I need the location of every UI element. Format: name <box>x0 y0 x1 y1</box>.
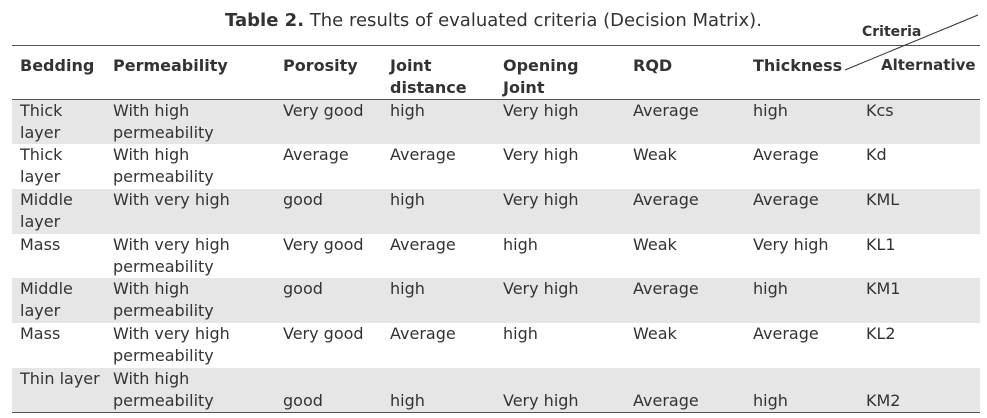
table-cell: Average <box>753 323 819 343</box>
table-cell: high <box>745 99 858 145</box>
column-header: Porosity <box>275 45 382 100</box>
table-row: Thick layer With high permeability Average… <box>12 144 980 189</box>
table-cell: Average <box>753 145 819 165</box>
table-cell: Very high <box>495 99 625 145</box>
table-cell: Average <box>745 188 858 234</box>
table-cell: Very high <box>503 145 579 165</box>
criteria-label: Criteria <box>862 24 922 40</box>
table-cell: good <box>275 367 382 413</box>
table-cell: Very high <box>495 278 625 323</box>
table-cell: With high permeability <box>113 145 214 187</box>
column-header: Bedding <box>12 45 105 100</box>
table-cell: high <box>745 278 858 323</box>
table-cell: Very high <box>495 367 625 413</box>
table-cell: Kcs <box>858 99 980 145</box>
table-cell: Average <box>283 145 349 165</box>
header-row: Bedding Permeability Porosity Joint distanc… <box>12 45 980 100</box>
table-cell: With high permeability <box>105 278 275 323</box>
table-title: Table 2. The results of evaluated criter… <box>0 10 987 31</box>
table-cell: good <box>275 188 382 234</box>
table-cell: Mass <box>20 323 61 343</box>
table-cell: With very high <box>105 188 275 234</box>
diagonal-line <box>844 14 979 71</box>
table-cell: Very good <box>283 323 364 343</box>
table-label: Table 2. <box>225 10 305 31</box>
table-cell: Thick layer <box>20 145 63 187</box>
table-cell: Very good <box>283 234 364 254</box>
table-cell: KM2 <box>858 367 980 413</box>
table-cell: Average <box>625 99 745 145</box>
table-cell: Average <box>390 145 456 165</box>
table-cell: Thick layer <box>12 99 105 145</box>
table-cell: With high permeability <box>105 99 275 145</box>
table-cell: Average <box>390 323 456 343</box>
table-cell: Middle layer <box>12 278 105 323</box>
table-cell: high <box>503 234 538 254</box>
table-cell: KM1 <box>858 278 980 323</box>
table-body: Thick layer With high permeability Very go… <box>12 99 980 413</box>
table-row: Mass With very high permeability Very good… <box>12 234 980 279</box>
table-cell: With high permeability <box>105 367 275 413</box>
table-cell: With very high permeability <box>113 234 230 276</box>
table-cell: Thin layer <box>12 367 105 413</box>
table-cell: Weak <box>633 145 677 165</box>
table-cell: high <box>503 323 538 343</box>
table-row: Mass With very high permeability Very good… <box>12 323 980 368</box>
table-cell: KL2 <box>866 323 896 343</box>
table-row: Middle layer With high permeability good hi… <box>12 278 980 323</box>
decision-matrix: Bedding Permeability Porosity Joint distanc… <box>12 45 980 413</box>
column-header-blank <box>858 45 980 100</box>
table-cell: Weak <box>633 234 677 254</box>
table-cell: Very high <box>753 234 829 254</box>
table-cell: KML <box>858 188 980 234</box>
column-header: RQD <box>625 45 745 100</box>
table-cell: high <box>382 278 495 323</box>
table-row: Thick layer With high permeability Very go… <box>12 99 980 145</box>
table-cell: high <box>382 367 495 413</box>
table-cell: With very high permeability <box>113 323 230 365</box>
alternative-label: Alternative <box>881 56 976 74</box>
column-header: Opening Joint <box>495 45 625 100</box>
table-cell: good <box>275 278 382 323</box>
table-cell: Very high <box>495 188 625 234</box>
table-cell: Kd <box>866 145 887 165</box>
table-cell: Average <box>625 188 745 234</box>
title-text: The results of evaluated criteria (Decis… <box>309 10 762 31</box>
table-cell: high <box>382 188 495 234</box>
table-row: Thin layer With high permeability good high… <box>12 367 980 413</box>
table-cell: high <box>382 99 495 145</box>
table-cell: Weak <box>633 323 677 343</box>
column-header: Joint distance <box>382 45 495 100</box>
table-cell: Average <box>625 278 745 323</box>
table-cell: Average <box>625 367 745 413</box>
column-header: Permeability <box>105 45 275 100</box>
table-cell: Mass <box>20 234 61 254</box>
table-cell: Average <box>390 234 456 254</box>
table-cell: Middle layer <box>12 188 105 234</box>
column-header: Thickness <box>745 45 858 100</box>
table-cell: high <box>745 367 858 413</box>
table-cell: KL1 <box>866 234 896 254</box>
table-row: Middle layer With very high good high Very h… <box>12 188 980 234</box>
table-cell: Very good <box>275 99 382 145</box>
